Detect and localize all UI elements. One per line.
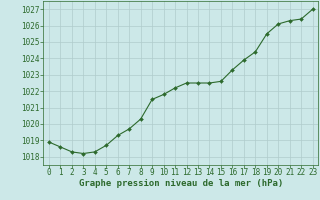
- X-axis label: Graphe pression niveau de la mer (hPa): Graphe pression niveau de la mer (hPa): [79, 179, 283, 188]
